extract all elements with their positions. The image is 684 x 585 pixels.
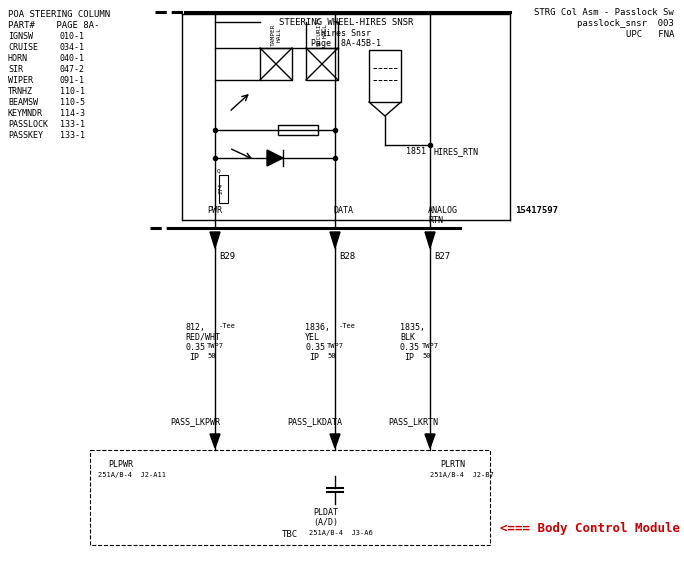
Text: Q: Q xyxy=(217,168,221,173)
Text: 50: 50 xyxy=(422,353,430,359)
Text: 0.35: 0.35 xyxy=(400,343,420,352)
Text: SECURITY
HALL: SECURITY HALL xyxy=(317,16,327,46)
Text: 091-1: 091-1 xyxy=(60,76,85,85)
Text: 010-1: 010-1 xyxy=(60,32,85,41)
Text: B28: B28 xyxy=(339,252,355,261)
Text: 110-5: 110-5 xyxy=(60,98,85,107)
Text: PASS_LKDATA: PASS_LKDATA xyxy=(287,417,342,426)
Bar xyxy=(278,125,318,135)
Text: 110-1: 110-1 xyxy=(60,87,85,96)
Text: HORN: HORN xyxy=(8,54,28,63)
Text: 1836,: 1836, xyxy=(305,323,330,332)
Text: PART#    PAGE 8A-: PART# PAGE 8A- xyxy=(8,21,99,30)
Text: 274: 274 xyxy=(218,183,223,194)
Text: -Tee: -Tee xyxy=(219,323,236,329)
Text: DATA: DATA xyxy=(333,206,353,215)
Text: 1851: 1851 xyxy=(406,147,426,156)
Text: PASS_LKPWR: PASS_LKPWR xyxy=(170,417,220,426)
Text: PLPWR: PLPWR xyxy=(108,460,133,469)
Text: 251A/B-4  J3-A6: 251A/B-4 J3-A6 xyxy=(309,530,373,536)
Text: PWR: PWR xyxy=(207,206,222,215)
Text: B27: B27 xyxy=(434,252,450,261)
Text: STEERING WHEEL-HIRES SNSR: STEERING WHEEL-HIRES SNSR xyxy=(279,18,413,27)
Text: UPC   FNA: UPC FNA xyxy=(626,30,674,39)
Text: 251A/B-4  J2-B7: 251A/B-4 J2-B7 xyxy=(430,472,494,478)
Text: IP: IP xyxy=(309,353,319,362)
Text: 0.35: 0.35 xyxy=(185,343,205,352)
Text: KEYMNDR: KEYMNDR xyxy=(8,109,43,118)
Text: 034-1: 034-1 xyxy=(60,43,85,52)
Text: <=== Body Control Module: <=== Body Control Module xyxy=(500,522,680,535)
Text: SIR: SIR xyxy=(8,65,23,74)
Text: B29: B29 xyxy=(219,252,235,261)
Text: -Tee: -Tee xyxy=(339,323,356,329)
Text: 133-1: 133-1 xyxy=(60,131,85,140)
Text: PLRTN: PLRTN xyxy=(440,460,465,469)
Text: TWP7: TWP7 xyxy=(422,343,439,349)
Text: 1835,: 1835, xyxy=(400,323,425,332)
Text: 251A/B-4  J2-A11: 251A/B-4 J2-A11 xyxy=(98,472,166,478)
Text: ANALOG
RTN: ANALOG RTN xyxy=(428,206,458,225)
Text: BLK: BLK xyxy=(400,333,415,342)
Polygon shape xyxy=(210,232,220,248)
Polygon shape xyxy=(267,150,283,166)
Bar xyxy=(260,48,292,80)
Text: PASSKEY: PASSKEY xyxy=(8,131,43,140)
Text: CRUISE: CRUISE xyxy=(8,43,38,52)
Text: 50: 50 xyxy=(327,353,335,359)
Text: TRNHZ: TRNHZ xyxy=(8,87,33,96)
Text: IP: IP xyxy=(404,353,414,362)
Polygon shape xyxy=(425,434,435,448)
Text: 040-1: 040-1 xyxy=(60,54,85,63)
Bar xyxy=(369,50,401,102)
Bar xyxy=(306,48,338,80)
Text: PLDAT
(A/D): PLDAT (A/D) xyxy=(313,508,338,528)
Text: RED/WHT: RED/WHT xyxy=(185,333,220,342)
Text: Page  8A-45B-1: Page 8A-45B-1 xyxy=(311,39,381,48)
Bar xyxy=(219,175,228,203)
Text: TAMPER
HALL: TAMPER HALL xyxy=(271,23,281,46)
Text: TWP7: TWP7 xyxy=(207,343,224,349)
Text: 114-3: 114-3 xyxy=(60,109,85,118)
Text: WIPER: WIPER xyxy=(8,76,33,85)
Text: STRG Col Asm - Passlock Sw: STRG Col Asm - Passlock Sw xyxy=(534,8,674,17)
Text: 50: 50 xyxy=(207,353,215,359)
Text: HIRES_RTN: HIRES_RTN xyxy=(434,147,479,156)
Text: 812,: 812, xyxy=(185,323,205,332)
Text: Hires Snsr: Hires Snsr xyxy=(321,29,371,38)
Text: TWP7: TWP7 xyxy=(327,343,344,349)
Polygon shape xyxy=(425,232,435,248)
Text: 0.35: 0.35 xyxy=(305,343,325,352)
Text: 133-1: 133-1 xyxy=(60,120,85,129)
Bar xyxy=(90,450,490,545)
Text: POA STEERING COLUMN: POA STEERING COLUMN xyxy=(8,10,110,19)
Text: YEL: YEL xyxy=(305,333,320,342)
Text: IP: IP xyxy=(189,353,199,362)
Polygon shape xyxy=(210,434,220,448)
Text: 047-2: 047-2 xyxy=(60,65,85,74)
Text: TBC: TBC xyxy=(282,530,298,539)
Polygon shape xyxy=(330,434,340,448)
Text: BEAMSW: BEAMSW xyxy=(8,98,38,107)
Text: PASS_LKRTN: PASS_LKRTN xyxy=(388,417,438,426)
Text: passlock_snsr  003: passlock_snsr 003 xyxy=(577,19,674,28)
Text: PASSLOCK: PASSLOCK xyxy=(8,120,48,129)
Text: 15417597: 15417597 xyxy=(515,206,558,215)
Text: IGNSW: IGNSW xyxy=(8,32,33,41)
Polygon shape xyxy=(330,232,340,248)
